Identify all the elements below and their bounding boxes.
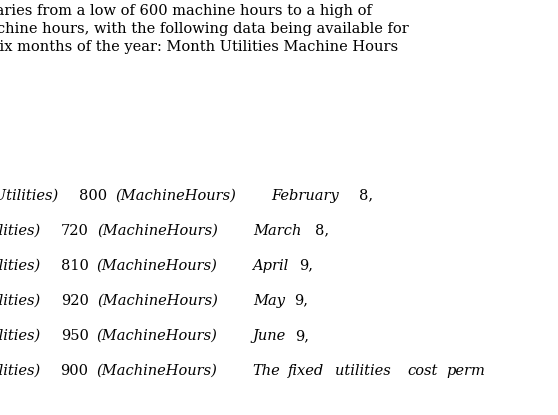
- Text: CH 6A : Atlanta, Inc., which uses the high-low method to analyze
cost behavior, : CH 6A : Atlanta, Inc., which uses the hi…: [0, 0, 412, 73]
- Text: June: June: [253, 329, 286, 343]
- Text: 9,: 9,: [296, 329, 310, 343]
- Text: (MachineHours): (MachineHours): [97, 364, 218, 378]
- Text: (Utilities): (Utilities): [0, 329, 40, 343]
- Text: April: April: [253, 259, 289, 273]
- Text: February: February: [271, 188, 339, 203]
- Text: 8,: 8,: [315, 224, 329, 238]
- Text: (MachineHours): (MachineHours): [97, 329, 218, 343]
- Text: 8,: 8,: [359, 188, 373, 203]
- Text: (MachineHours): (MachineHours): [97, 259, 218, 273]
- Text: 800: 800: [79, 188, 107, 203]
- Text: 950: 950: [61, 329, 89, 343]
- Text: The: The: [253, 364, 280, 378]
- Text: 9,: 9,: [294, 294, 308, 308]
- Text: utilities: utilities: [335, 364, 391, 378]
- Text: 9,: 9,: [299, 259, 314, 273]
- Text: (Utilities): (Utilities): [0, 188, 59, 203]
- Text: 900: 900: [60, 364, 89, 378]
- Text: perm: perm: [446, 364, 485, 378]
- Text: (Utilities): (Utilities): [0, 364, 40, 378]
- Text: cost: cost: [407, 364, 437, 378]
- Text: 810: 810: [61, 259, 89, 273]
- Text: fixed: fixed: [288, 364, 325, 378]
- Text: May: May: [253, 294, 285, 308]
- Text: (Utilities): (Utilities): [0, 224, 41, 238]
- Text: (MachineHours): (MachineHours): [97, 224, 218, 238]
- Text: (Utilities): (Utilities): [0, 294, 41, 308]
- Text: 920: 920: [61, 294, 89, 308]
- Text: (MachineHours): (MachineHours): [97, 294, 218, 308]
- Text: March: March: [253, 224, 301, 238]
- Text: (MachineHours): (MachineHours): [116, 188, 236, 203]
- Text: 720: 720: [61, 224, 89, 238]
- Text: (Utilities): (Utilities): [0, 259, 40, 273]
